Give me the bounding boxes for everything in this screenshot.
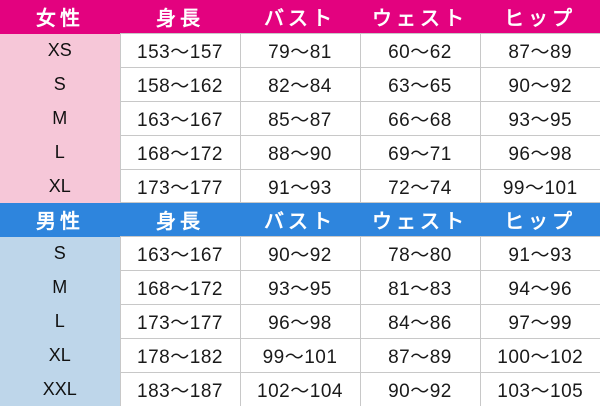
column-header-hip: ヒップ	[480, 202, 600, 237]
bust-cell: 102〜104	[239, 371, 361, 406]
size-label: M	[0, 270, 120, 305]
bust-cell: 85〜87	[239, 100, 361, 136]
size-label: S	[0, 67, 120, 102]
table-row: M 163〜167 85〜87 66〜68 93〜95	[0, 100, 600, 136]
hip-cell: 97〜99	[479, 303, 600, 339]
hip-cell: 99〜101	[479, 168, 600, 204]
column-header-height: 身長	[120, 202, 240, 237]
column-header-waist: ウェスト	[360, 202, 480, 237]
waist-cell: 81〜83	[359, 270, 481, 305]
height-cell: 153〜157	[119, 33, 241, 69]
waist-cell: 84〜86	[359, 303, 481, 339]
table-row: S 158〜162 82〜84 63〜65 90〜92	[0, 67, 600, 102]
bust-cell: 91〜93	[239, 168, 361, 204]
table-row: XS 153〜157 79〜81 60〜62 87〜89	[0, 33, 600, 69]
height-cell: 168〜172	[119, 134, 241, 170]
table-row: XL 173〜177 91〜93 72〜74 99〜101	[0, 168, 600, 204]
men-header-row: 男性 身長 バスト ウェスト ヒップ	[0, 202, 600, 237]
bust-cell: 90〜92	[239, 236, 361, 272]
bust-cell: 99〜101	[239, 337, 361, 373]
bust-cell: 82〜84	[239, 67, 361, 102]
size-label: L	[0, 135, 120, 170]
size-label: XL	[0, 338, 120, 373]
women-section-label: 女性	[0, 0, 120, 34]
waist-cell: 78〜80	[359, 236, 481, 272]
height-cell: 168〜172	[119, 270, 241, 305]
size-label: S	[0, 236, 120, 271]
column-header-waist: ウェスト	[360, 0, 480, 34]
waist-cell: 63〜65	[359, 67, 481, 102]
bust-cell: 96〜98	[239, 303, 361, 339]
size-label: XL	[0, 169, 120, 203]
waist-cell: 69〜71	[359, 134, 481, 170]
waist-cell: 66〜68	[359, 100, 481, 136]
women-header-row: 女性 身長 バスト ウェスト ヒップ	[0, 0, 600, 34]
height-cell: 163〜167	[119, 100, 241, 136]
height-cell: 158〜162	[119, 67, 241, 102]
table-row: XXL 183〜187 102〜104 90〜92 103〜105	[0, 371, 600, 406]
size-label: XS	[0, 33, 120, 68]
table-row: M 168〜172 93〜95 81〜83 94〜96	[0, 270, 600, 305]
bust-cell: 93〜95	[239, 270, 361, 305]
size-label: M	[0, 101, 120, 136]
hip-cell: 91〜93	[479, 236, 600, 272]
column-header-bust: バスト	[240, 202, 360, 237]
table-row: XL 178〜182 99〜101 87〜89 100〜102	[0, 337, 600, 373]
height-cell: 163〜167	[119, 236, 241, 272]
hip-cell: 90〜92	[479, 67, 600, 102]
table-row: L 168〜172 88〜90 69〜71 96〜98	[0, 134, 600, 170]
men-section-label: 男性	[0, 202, 120, 237]
height-cell: 173〜177	[119, 168, 241, 204]
table-row: S 163〜167 90〜92 78〜80 91〜93	[0, 236, 600, 272]
bust-cell: 88〜90	[239, 134, 361, 170]
height-cell: 183〜187	[119, 371, 241, 406]
hip-cell: 103〜105	[479, 371, 600, 406]
size-label: XXL	[0, 372, 120, 406]
column-header-hip: ヒップ	[480, 0, 600, 34]
hip-cell: 94〜96	[479, 270, 600, 305]
waist-cell: 87〜89	[359, 337, 481, 373]
hip-cell: 100〜102	[479, 337, 600, 373]
height-cell: 173〜177	[119, 303, 241, 339]
hip-cell: 96〜98	[479, 134, 600, 170]
table-row: L 173〜177 96〜98 84〜86 97〜99	[0, 303, 600, 339]
waist-cell: 72〜74	[359, 168, 481, 204]
waist-cell: 90〜92	[359, 371, 481, 406]
hip-cell: 87〜89	[479, 33, 600, 69]
bust-cell: 79〜81	[239, 33, 361, 69]
size-label: L	[0, 304, 120, 339]
waist-cell: 60〜62	[359, 33, 481, 69]
column-header-bust: バスト	[240, 0, 360, 34]
hip-cell: 93〜95	[479, 100, 600, 136]
height-cell: 178〜182	[119, 337, 241, 373]
column-header-height: 身長	[120, 0, 240, 34]
